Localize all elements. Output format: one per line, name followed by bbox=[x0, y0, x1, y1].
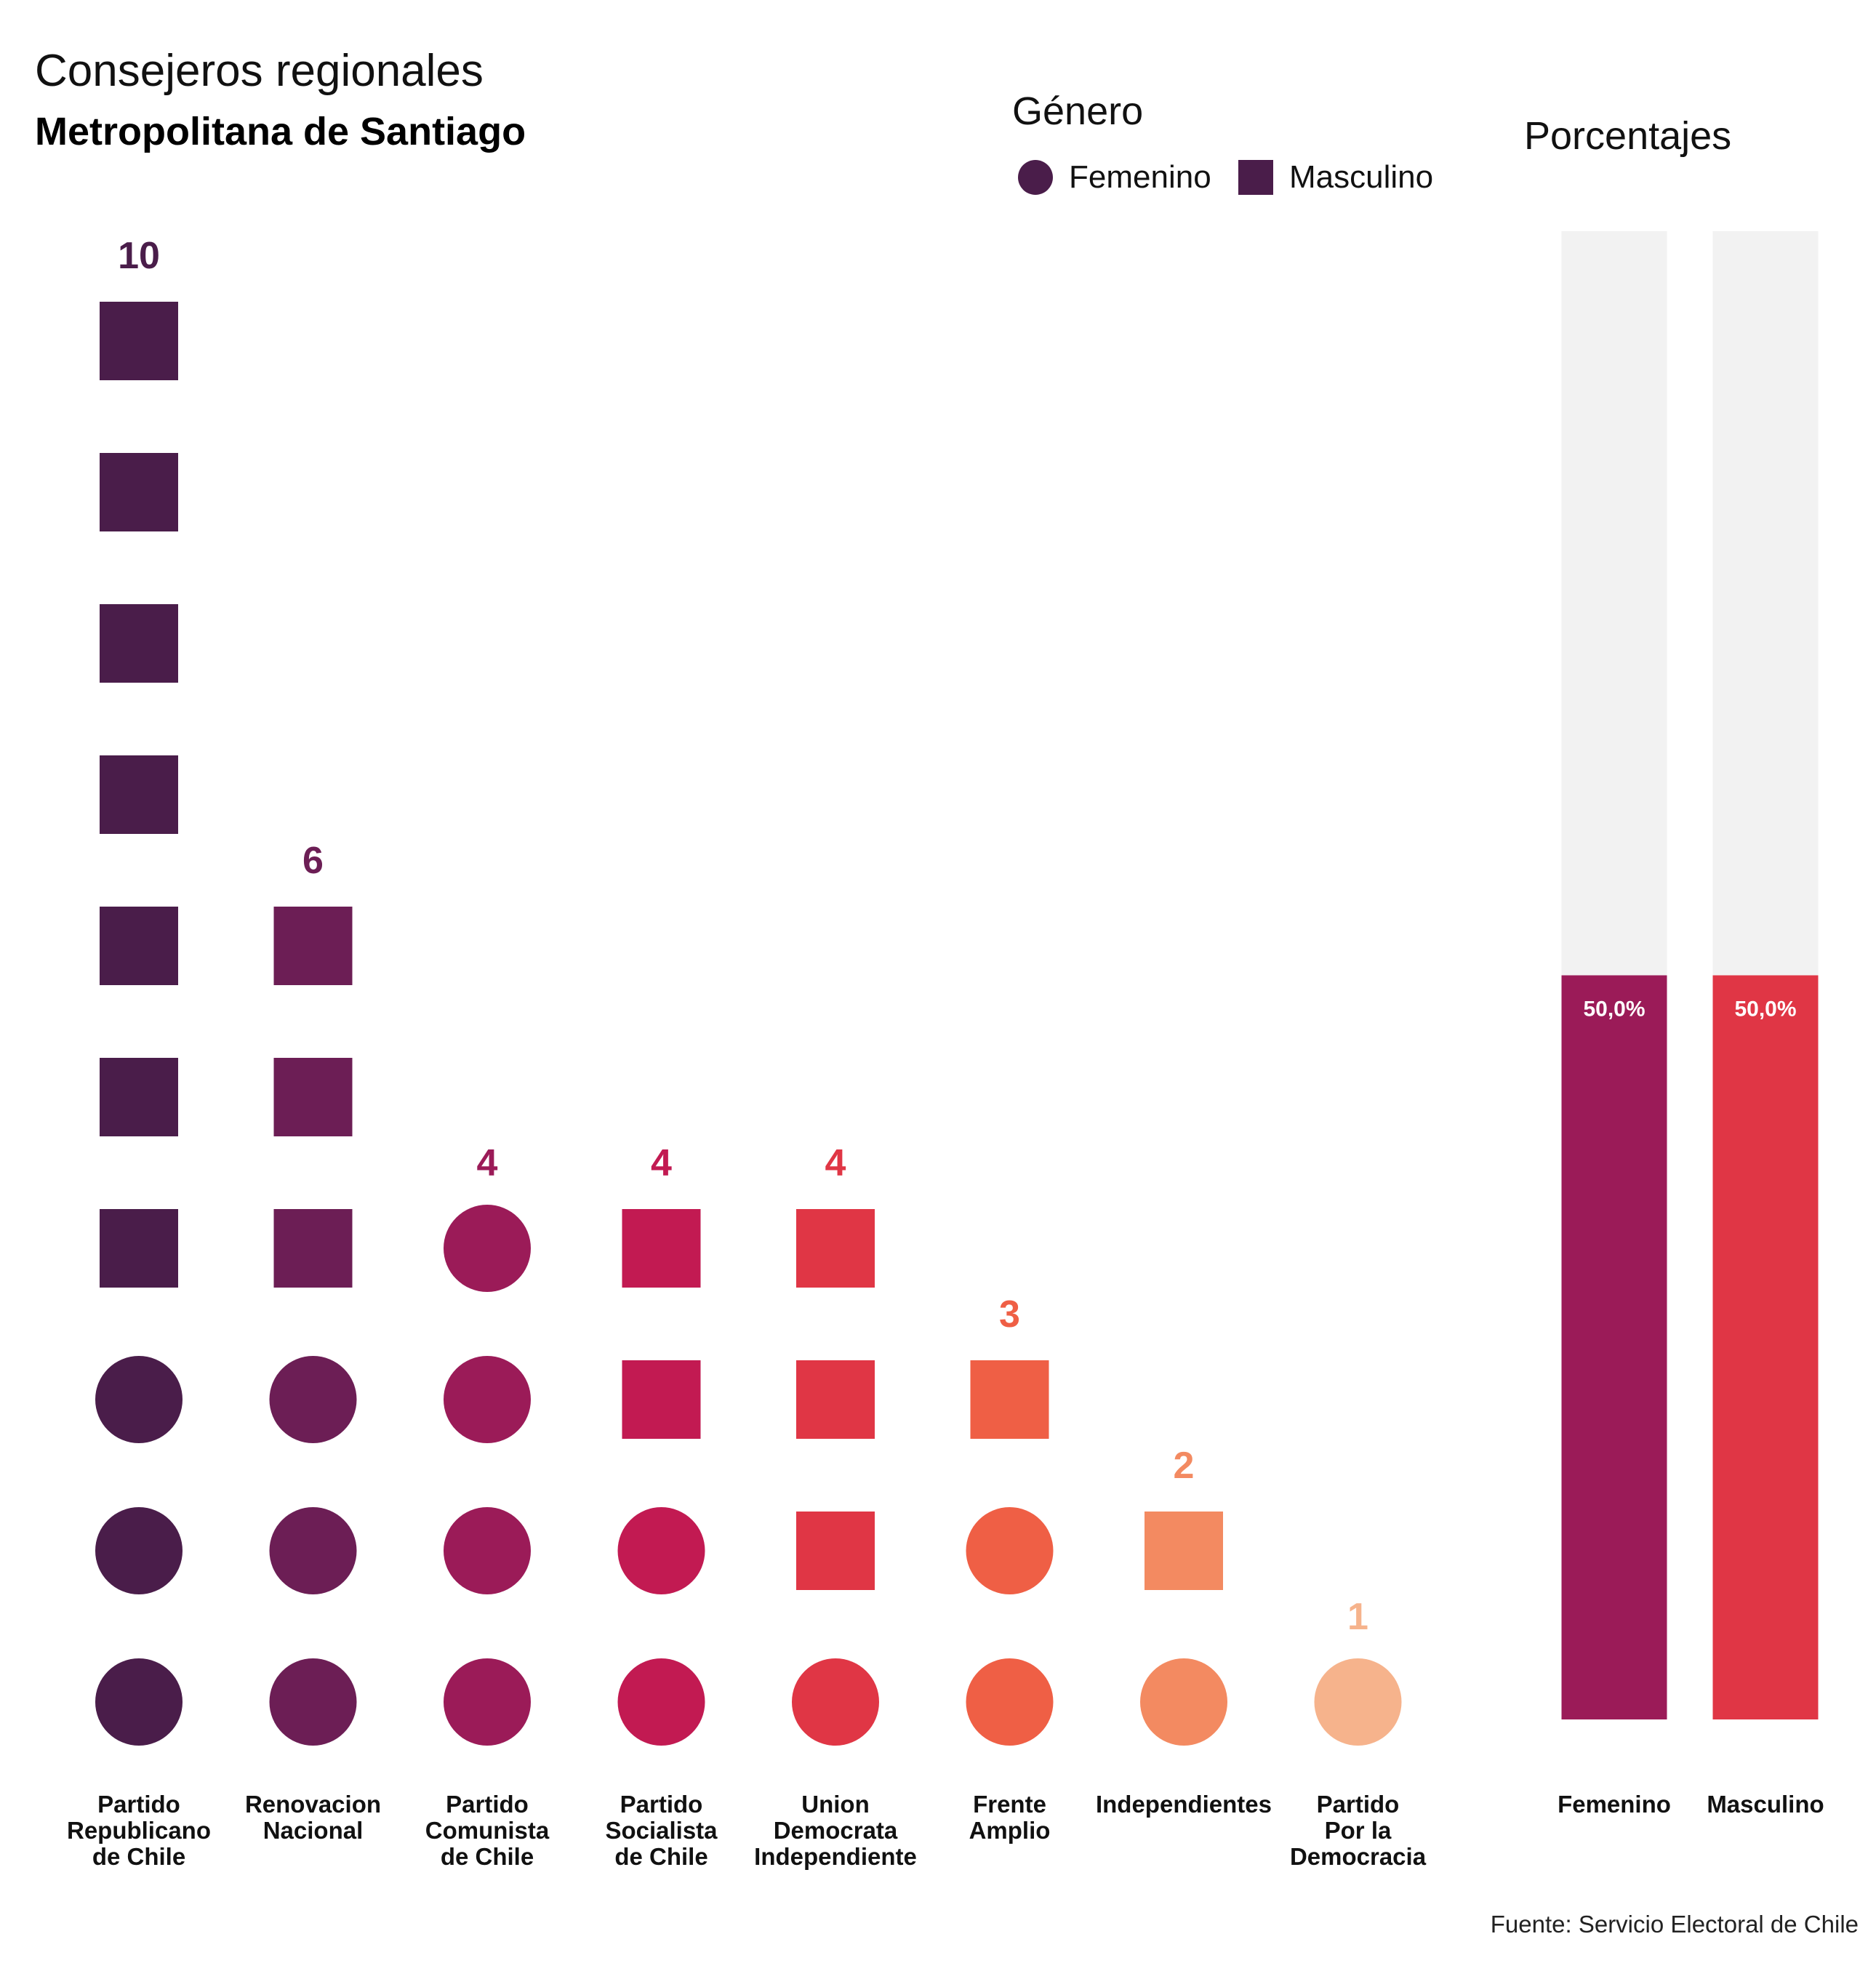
dot-masculino bbox=[273, 907, 353, 985]
dot-masculino bbox=[1145, 1512, 1223, 1590]
dot-femenino bbox=[792, 1658, 879, 1746]
dot-masculino bbox=[100, 755, 178, 834]
category-label: Por la bbox=[1325, 1817, 1392, 1844]
chart-title: Consejeros regionales bbox=[35, 46, 484, 96]
category-label: Comunista bbox=[425, 1817, 550, 1844]
dot-masculino bbox=[100, 453, 178, 531]
category-label: Frente bbox=[973, 1791, 1046, 1818]
bar-value-label: 50,0% bbox=[1583, 997, 1645, 1021]
bar bbox=[1561, 975, 1667, 1719]
category-label: de Chile bbox=[614, 1843, 707, 1870]
category-label: Partido bbox=[97, 1791, 180, 1818]
dot-masculino bbox=[100, 604, 178, 683]
dot-masculino bbox=[100, 907, 178, 985]
dot-femenino bbox=[444, 1507, 531, 1594]
category-label: Independiente bbox=[754, 1843, 917, 1870]
legend-title: Género bbox=[1012, 89, 1144, 133]
bar-category-label: Femenino bbox=[1558, 1791, 1671, 1818]
bar-category-label: Masculino bbox=[1707, 1791, 1824, 1818]
percent-panel-title: Porcentajes bbox=[1524, 114, 1732, 158]
bar bbox=[1712, 975, 1819, 1719]
dot-masculino bbox=[100, 1058, 178, 1136]
dot-femenino bbox=[444, 1205, 531, 1292]
dot-masculino bbox=[622, 1360, 701, 1439]
category-label: Democrata bbox=[774, 1817, 898, 1844]
category-label: Amplio bbox=[969, 1817, 1051, 1844]
dot-femenino bbox=[95, 1658, 183, 1746]
legend-item-masculino: Masculino bbox=[1238, 157, 1433, 198]
dot-femenino bbox=[617, 1507, 705, 1594]
dot-masculino bbox=[273, 1058, 353, 1136]
dot-masculino bbox=[100, 1209, 178, 1288]
category-label: Democracia bbox=[1290, 1843, 1427, 1870]
dot-femenino bbox=[95, 1356, 183, 1443]
column-total-label: 1 bbox=[1347, 1596, 1368, 1638]
category-label: Partido bbox=[1317, 1791, 1400, 1818]
source-note: Fuente: Servicio Electoral de Chile bbox=[1490, 1911, 1859, 1938]
column-total-label: 10 bbox=[118, 235, 160, 277]
category-label: de Chile bbox=[441, 1843, 534, 1870]
chart-subtitle: Metropolitana de Santiago bbox=[35, 110, 526, 153]
category-label: Nacional bbox=[263, 1817, 364, 1844]
dot-masculino bbox=[796, 1209, 875, 1288]
column-total-label: 6 bbox=[302, 840, 324, 882]
category-label: Socialista bbox=[605, 1817, 718, 1844]
dot-masculino bbox=[622, 1209, 701, 1288]
dot-femenino bbox=[95, 1507, 183, 1594]
dot-masculino bbox=[970, 1360, 1049, 1439]
column-total-label: 4 bbox=[477, 1142, 498, 1184]
dot-masculino bbox=[796, 1360, 875, 1439]
category-label: Renovacion bbox=[245, 1791, 381, 1818]
dot-masculino bbox=[273, 1209, 353, 1288]
dot-masculino bbox=[100, 302, 178, 380]
dot-femenino bbox=[617, 1658, 705, 1746]
legend-item-femenino: Femenino bbox=[1018, 157, 1211, 198]
dot-femenino bbox=[444, 1658, 531, 1746]
category-label: Union bbox=[801, 1791, 869, 1818]
category-label: Partido bbox=[446, 1791, 529, 1818]
dot-femenino bbox=[269, 1507, 357, 1594]
legend-square-swatch bbox=[1238, 160, 1273, 195]
column-total-label: 2 bbox=[1174, 1445, 1195, 1487]
legend-label-masculino: Masculino bbox=[1289, 159, 1434, 195]
dot-femenino bbox=[1140, 1658, 1227, 1746]
category-label: Partido bbox=[620, 1791, 703, 1818]
dot-femenino bbox=[269, 1356, 357, 1443]
legend-circle-swatch bbox=[1018, 160, 1053, 195]
dot-femenino bbox=[1314, 1658, 1402, 1746]
category-label: Independientes bbox=[1096, 1791, 1272, 1818]
column-total-label: 3 bbox=[999, 1293, 1020, 1336]
category-label: Republicano bbox=[67, 1817, 211, 1844]
dot-femenino bbox=[269, 1658, 357, 1746]
bar-value-label: 50,0% bbox=[1734, 997, 1796, 1021]
column-total-label: 4 bbox=[651, 1142, 672, 1184]
dot-masculino bbox=[796, 1512, 875, 1590]
category-label: de Chile bbox=[92, 1843, 185, 1870]
dot-femenino bbox=[966, 1507, 1054, 1594]
column-total-label: 4 bbox=[825, 1142, 846, 1184]
legend-label-femenino: Femenino bbox=[1069, 159, 1211, 195]
dot-femenino bbox=[966, 1658, 1054, 1746]
dot-femenino bbox=[444, 1356, 531, 1443]
